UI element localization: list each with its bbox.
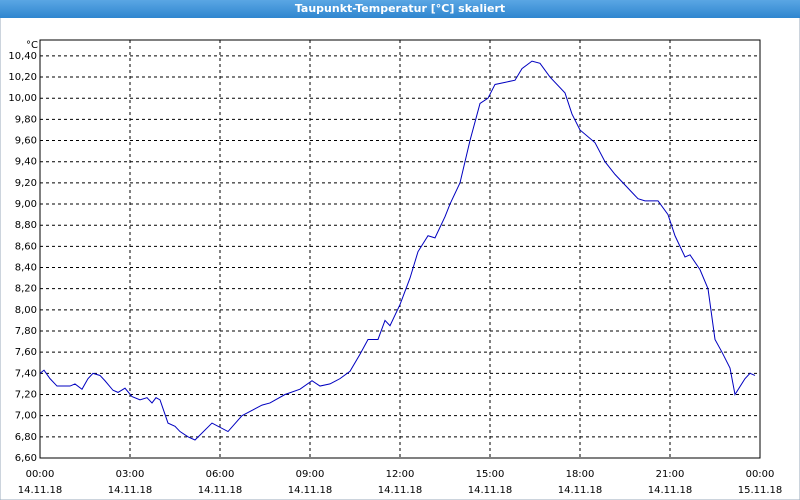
x-tick-date: 14.11.18 <box>288 485 333 496</box>
x-tick-label: 03:00 <box>116 469 145 480</box>
x-tick-label: 09:00 <box>296 469 325 480</box>
y-tick-label: 10,20 <box>8 72 37 83</box>
plot-border <box>39 39 761 459</box>
x-tick-label: 18:00 <box>566 469 595 480</box>
y-tick-label: 8,00 <box>15 305 37 316</box>
title-bar <box>0 0 800 18</box>
x-tick-label: 00:00 <box>746 469 775 480</box>
x-tick-date: 14.11.18 <box>558 485 603 496</box>
y-tick-label: 7,20 <box>15 390 37 401</box>
x-tick-label: 00:00 <box>26 469 55 480</box>
x-tick-date: 14.11.18 <box>108 485 153 496</box>
y-tick-label: 9,80 <box>15 114 37 125</box>
y-tick-label: 7,80 <box>15 326 37 337</box>
x-tick-date: 14.11.18 <box>378 485 423 496</box>
y-tick-label: 9,60 <box>15 136 37 147</box>
x-tick-label: 15:00 <box>476 469 505 480</box>
x-tick-label: 12:00 <box>386 469 415 480</box>
y-tick-label: 7,60 <box>15 347 37 358</box>
x-tick-date: 14.11.18 <box>198 485 243 496</box>
x-tick-date: 15.11.18 <box>738 485 783 496</box>
x-tick-date: 14.11.18 <box>18 485 63 496</box>
y-tick-label: 7,40 <box>15 368 37 379</box>
y-tick-label: 6,60 <box>15 453 37 464</box>
y-unit: °C <box>26 40 38 51</box>
x-tick-label: 06:00 <box>206 469 235 480</box>
y-tick-label: 6,80 <box>15 432 37 443</box>
chart-title: Taupunkt-Temperatur [°C] skaliert <box>295 2 505 15</box>
y-tick-label: 8,40 <box>15 263 37 274</box>
y-tick-label: 8,80 <box>15 220 37 231</box>
y-tick-label: 7,00 <box>15 411 37 422</box>
y-tick-label: 8,60 <box>15 241 37 252</box>
y-tick-label: 8,20 <box>15 284 37 295</box>
y-tick-label: 9,00 <box>15 199 37 210</box>
x-tick-date: 14.11.18 <box>648 485 693 496</box>
y-tick-label: 10,40 <box>8 51 37 62</box>
x-tick-label: 21:00 <box>656 469 685 480</box>
y-tick-label: 10,00 <box>8 93 37 104</box>
y-tick-label: 9,40 <box>15 157 37 168</box>
data-line <box>39 60 756 441</box>
y-tick-label: 9,20 <box>15 178 37 189</box>
x-tick-date: 14.11.18 <box>468 485 513 496</box>
